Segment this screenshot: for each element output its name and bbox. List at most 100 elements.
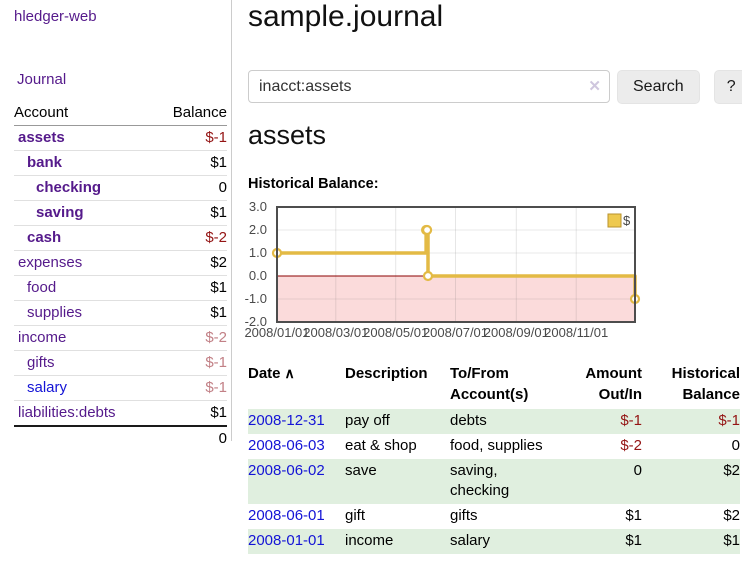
transaction-balance: $2 [723,507,740,524]
account-balance: $1 [152,300,227,326]
sidebar: hledger-web Journal Account Balance asse… [0,0,232,451]
chart-plot-area: $ [269,199,643,330]
x-tick-label: 2008/03/01 [303,325,369,340]
account-row-salary: salary $-1 [14,375,227,401]
search-bar: ✕ Search ? [248,70,742,104]
account-page-title: assets [248,120,327,150]
historical-balance-chart: 3.0 2.0 1.0 0.0 -1.0 -2.0 $ 2008/01/01 2008/03… [233,199,742,349]
column-header-balance: Historical Balance [671,365,740,403]
account-balance: $-1 [152,125,227,151]
transactions-header-row: Date ∧ Description To/From Account(s) Amo… [248,360,740,409]
x-tick-label: 2008/09/01 [483,325,549,340]
accounts-total-value: 0 [152,425,227,451]
y-tick-label: -2.0 [244,314,267,329]
transaction-accounts: food, supplies [450,437,543,454]
transaction-date-link[interactable]: 2008-01-01 [248,532,325,549]
transaction-row: 2008-06-01 gift gifts $1 $2 [248,504,740,529]
sidebar-item-journal[interactable]: Journal [17,71,67,88]
transactions-table: Date ∧ Description To/From Account(s) Amo… [248,360,740,554]
chart-title: Historical Balance: [248,176,379,192]
help-button[interactable]: ? [713,70,742,104]
account-link-saving[interactable]: saving [36,204,84,221]
accounts-header-account: Account [14,101,153,126]
account-row-gifts: gifts $-1 [14,350,227,376]
search-button[interactable]: Search [617,70,700,104]
y-tick-label: -1.0 [244,291,267,306]
account-link-supplies[interactable]: supplies [27,304,83,321]
accounts-header-balance: Balance [152,101,227,126]
transaction-date-link[interactable]: 2008-12-31 [248,412,325,429]
transaction-row: 2008-01-01 income salary $1 $1 [248,529,740,554]
transaction-description: pay off [345,412,390,429]
transaction-balance: $-1 [718,412,740,429]
page-title: sample.journal [248,0,444,33]
accounts-tree-table: Account Balance assets $-1 bank $1 check… [14,101,227,451]
transaction-amount: 0 [633,462,642,479]
account-link-cash[interactable]: cash [27,229,62,246]
x-tick-label: 2008/11/01 [544,325,609,340]
account-link-checking[interactable]: checking [36,179,102,196]
main-content: sample.journal ✕ Search ? assets Histori… [233,0,742,582]
y-tick-label: 0.0 [248,268,267,283]
transaction-balance: 0 [731,437,740,454]
y-tick-label: 1.0 [248,245,267,260]
account-balance: $1 [152,200,227,226]
account-row-liabilities-debts: liabilities:debts $1 [14,400,227,427]
transaction-description: save [345,462,377,479]
account-balance: 0 [152,175,227,201]
app-brand-link[interactable]: hledger-web [14,8,97,25]
transaction-accounts: gifts [450,507,478,524]
transaction-date-link[interactable]: 2008-06-02 [248,462,325,479]
transaction-row: 2008-06-02 save saving, checking 0 $2 [248,459,740,504]
account-balance: $1 [152,275,227,301]
transaction-amount: $-2 [620,437,642,454]
transaction-accounts: saving, checking [450,462,510,499]
transaction-description: eat & shop [345,437,417,454]
account-balance: $-2 [152,325,227,351]
account-link-expenses[interactable]: expenses [18,254,83,271]
transaction-amount: $-1 [620,412,642,429]
account-balance: $2 [152,250,227,276]
account-row-supplies: supplies $1 [14,300,227,326]
y-tick-label: 2.0 [248,222,267,237]
account-row-assets: assets $-1 [14,125,227,151]
transaction-balance: $2 [723,462,740,479]
account-row-expenses: expenses $2 [14,250,227,276]
transaction-row: 2008-12-31 pay off debts $-1 $-1 [248,409,740,434]
account-link-salary[interactable]: salary [27,379,68,396]
account-link-bank[interactable]: bank [27,154,63,171]
transaction-row: 2008-06-03 eat & shop food, supplies $-2… [248,434,740,459]
account-balance: $-1 [152,350,227,376]
transaction-description: gift [345,507,366,524]
transaction-accounts: debts [450,412,487,429]
account-link-gifts[interactable]: gifts [27,354,55,371]
account-link-liabilities-debts[interactable]: liabilities:debts [18,404,116,421]
account-link-food[interactable]: food [27,279,57,296]
account-row-bank: bank $1 [14,150,227,176]
account-link-income[interactable]: income [18,329,67,346]
sort-ascending-icon: ∧ [284,365,295,381]
transaction-description: income [345,532,394,549]
column-header-accounts: To/From Account(s) [450,365,529,403]
svg-text:$: $ [623,213,631,228]
x-tick-label: 2008/01/01 [244,325,310,340]
column-header-date[interactable]: Date ∧ [248,365,295,382]
search-input[interactable] [248,70,610,103]
transaction-amount: $1 [625,532,642,549]
clear-search-icon[interactable]: ✕ [588,78,601,95]
transaction-amount: $1 [625,507,642,524]
account-balance: $1 [152,400,227,427]
account-balance: $-2 [152,225,227,251]
x-tick-label: 2008/07/01 [422,325,489,340]
account-row-food: food $1 [14,275,227,301]
column-header-amount: Amount Out/In [585,365,642,403]
transaction-date-link[interactable]: 2008-06-01 [248,507,325,524]
transaction-balance: $1 [723,532,740,549]
account-row-cash: cash $-2 [14,225,227,251]
transaction-date-link[interactable]: 2008-06-03 [248,437,325,454]
account-link-assets[interactable]: assets [18,129,65,146]
column-header-description: Description [345,365,428,382]
account-row-checking: checking 0 [14,175,227,201]
account-balance: $-1 [152,375,227,401]
y-tick-label: 3.0 [248,199,267,214]
